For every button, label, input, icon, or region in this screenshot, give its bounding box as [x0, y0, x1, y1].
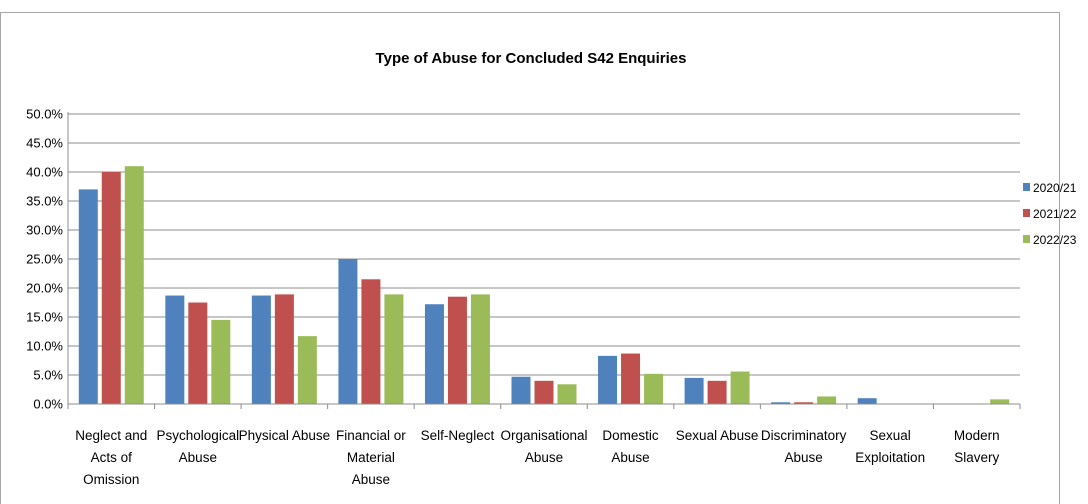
bar	[251, 295, 271, 404]
bar	[361, 279, 381, 404]
bar	[188, 302, 208, 404]
x-category-label-line: Material	[347, 450, 395, 465]
x-category-label: Psychological Abuse	[157, 428, 240, 465]
x-category-label-line: Acts of	[91, 450, 133, 465]
bar	[511, 376, 531, 404]
x-category-label-line: Abuse	[525, 450, 563, 465]
x-category-label-line: Discriminatory	[761, 428, 847, 443]
bar	[101, 172, 121, 404]
bar	[684, 377, 704, 404]
legend: 2020/21 2021/22 2022/23	[1023, 181, 1077, 247]
x-category-label-line: Psychological	[157, 428, 240, 443]
bar	[447, 296, 467, 404]
legend-swatch	[1023, 209, 1030, 217]
x-category-label-line: Physical Abuse	[239, 428, 331, 443]
x-category-label-line: Modern	[954, 428, 1000, 443]
bar	[598, 355, 618, 404]
x-category-label-line: Domestic	[602, 428, 659, 443]
x-category-label-line: Abuse	[784, 450, 822, 465]
y-tick-label: 50.0%	[26, 107, 63, 122]
x-category-label: Domestic Abuse	[602, 428, 659, 465]
x-category-label-line: Abuse	[352, 472, 390, 487]
y-tick-label: 15.0%	[26, 310, 63, 325]
bar	[817, 396, 837, 404]
y-tick-label: 40.0%	[26, 165, 63, 180]
bar	[794, 402, 814, 404]
y-tick-label: 45.0%	[26, 136, 63, 151]
x-category-label-line: Sexual	[870, 428, 911, 443]
x-category-label: Neglect and Acts of Omission	[75, 428, 147, 487]
y-tick-label: 20.0%	[26, 281, 63, 296]
x-axis-category-labels: Neglect and Acts of Omission Psychological A…	[75, 428, 999, 487]
legend-label: 2021/22	[1033, 207, 1077, 221]
legend-label: 2020/21	[1033, 181, 1077, 195]
bar	[274, 294, 294, 404]
x-category-label-line: Exploitation	[855, 450, 925, 465]
bar	[621, 353, 641, 404]
x-category-label-line: Omission	[83, 472, 139, 487]
bar	[534, 380, 554, 404]
bar	[707, 380, 727, 404]
bar	[730, 371, 750, 404]
bar	[124, 166, 144, 404]
x-category-label-line: Abuse	[611, 450, 649, 465]
bar	[211, 319, 231, 404]
legend-label: 2022/23	[1033, 233, 1077, 247]
bar	[78, 189, 98, 404]
axes	[67, 112, 1021, 409]
x-category-label-line: Self-Neglect	[421, 428, 495, 443]
bar	[297, 336, 317, 404]
bars	[78, 166, 1010, 404]
bar	[857, 398, 877, 404]
y-tick-label: 25.0%	[26, 252, 63, 267]
chart-title: Type of Abuse for Concluded S42 Enquirie…	[376, 50, 687, 67]
x-category-label-line: Financial or	[336, 428, 406, 443]
x-category-label: Sexual Exploitation	[855, 428, 925, 465]
bar	[644, 373, 664, 404]
bar	[384, 294, 404, 404]
bar	[470, 294, 490, 404]
gridlines	[68, 113, 1020, 376]
chart-border	[0, 12, 1060, 504]
y-tick-label: 5.0%	[33, 368, 63, 383]
x-category-label: Sexual Abuse	[676, 428, 759, 443]
y-tick-label: 0.0%	[33, 397, 63, 412]
y-tick-label: 30.0%	[26, 223, 63, 238]
bar	[990, 399, 1010, 404]
x-category-label-line: Sexual Abuse	[676, 428, 759, 443]
bar	[424, 304, 444, 404]
x-category-label-line: Slavery	[954, 450, 999, 465]
x-category-label: Financial or Material Abuse	[336, 428, 406, 487]
x-category-label: Modern Slavery	[954, 428, 1000, 465]
legend-swatch	[1023, 235, 1030, 243]
x-category-label: Organisational Abuse	[500, 428, 587, 465]
bar	[557, 384, 577, 404]
y-tick-label: 10.0%	[26, 339, 63, 354]
y-tick-label: 35.0%	[26, 194, 63, 209]
x-category-label-line: Neglect and	[75, 428, 147, 443]
x-category-label-line: Organisational	[500, 428, 587, 443]
bar	[338, 259, 358, 404]
legend-swatch	[1023, 183, 1030, 191]
x-category-label-line: Abuse	[179, 450, 217, 465]
x-category-label: Self-Neglect	[421, 428, 495, 443]
x-category-label: Discriminatory Abuse	[761, 428, 847, 465]
bar	[771, 402, 791, 404]
bar	[165, 295, 185, 404]
x-category-label: Physical Abuse	[239, 428, 331, 443]
y-axis-tick-labels: 0.0% 5.0% 10.0% 15.0% 20.0% 25.0% 30.0% 35.0% 40…	[26, 107, 63, 412]
